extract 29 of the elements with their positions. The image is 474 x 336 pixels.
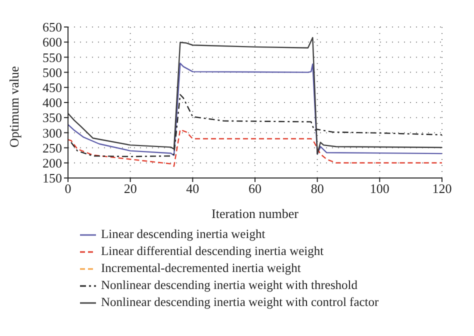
legend-label: Incremental-decremented inertia weight — [101, 260, 301, 277]
legend-label: Nonlinear descending inertia weight with threshold — [101, 277, 358, 294]
y-tick-label: 300 — [42, 125, 62, 140]
line-series — [68, 36, 442, 155]
y-axis-title: Optimum value — [6, 66, 22, 148]
legend-label: Linear descending inertia weight — [101, 226, 266, 243]
y-tick-label: 650 — [42, 20, 62, 35]
x-tick-label: 60 — [248, 181, 262, 196]
x-tick-label: 40 — [186, 181, 200, 196]
y-tick-label: 200 — [42, 156, 62, 171]
y-tick-label: 150 — [42, 170, 62, 186]
y-tick-label: 250 — [42, 140, 62, 156]
x-tick-label: 120 — [432, 181, 452, 196]
y-tick-label: 350 — [42, 110, 62, 126]
x-tick-label: 100 — [370, 181, 390, 196]
line-series — [70, 94, 442, 158]
x-axis-title: Iteration number — [212, 206, 300, 221]
x-tick-label: 0 — [64, 181, 72, 196]
line-series — [68, 129, 442, 167]
legend-label: Nonlinear descending inertia weight with control factor — [101, 294, 379, 311]
x-tick-label: 80 — [310, 181, 324, 196]
y-tick-label: 400 — [42, 95, 62, 110]
y-tick-label: 600 — [42, 34, 62, 50]
y-tick-label: 550 — [42, 50, 62, 65]
x-tick-label: 20 — [124, 181, 137, 196]
y-tick-label: 450 — [42, 80, 62, 96]
legend-label: Linear differential descending inertia weight — [101, 243, 324, 260]
line-series — [68, 62, 442, 156]
y-tick-label: 500 — [42, 64, 62, 80]
